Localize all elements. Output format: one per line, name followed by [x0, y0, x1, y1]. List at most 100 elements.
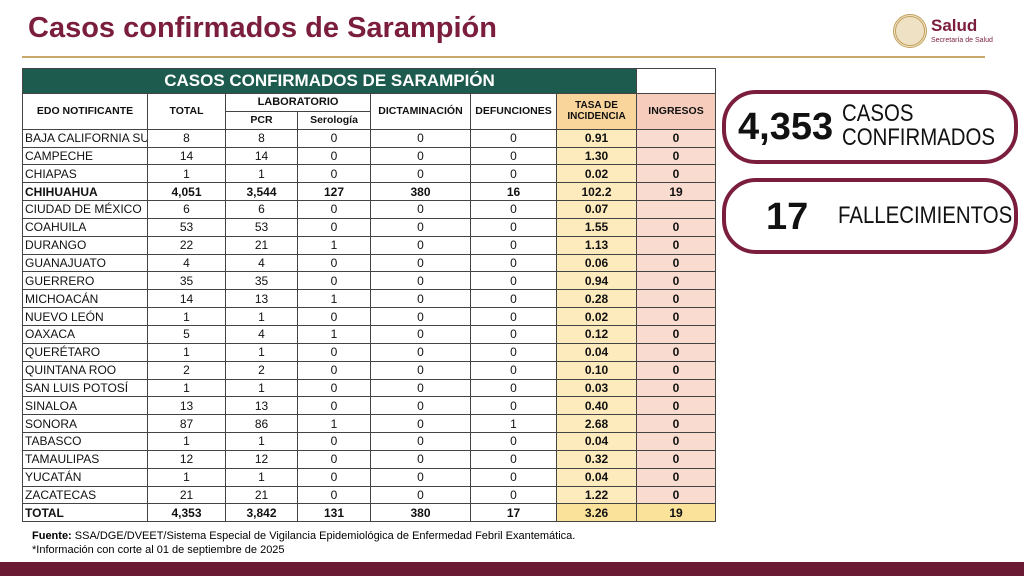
table-row: CHIAPAS 1 1 0 0 0 0.02 0 [22, 164, 717, 184]
dictamination-cell: 0 [370, 164, 471, 184]
table-row: TABASCO 1 1 0 0 0 0.04 0 [22, 432, 717, 451]
deaths-cell: 0 [470, 164, 557, 184]
dictamination-cell: 0 [370, 146, 471, 166]
dictamination-cell: 0 [370, 200, 471, 219]
serology-cell: 0 [297, 342, 371, 362]
deaths-cell: 0 [470, 146, 557, 166]
column-header: DICTAMINACIÓN [370, 93, 471, 130]
deaths-cell: 0 [470, 307, 557, 326]
dictamination-cell: 0 [370, 324, 471, 344]
state-cell: YUCATÁN [22, 467, 148, 487]
dictamination-cell: 0 [370, 360, 471, 380]
column-header: PCR [225, 110, 298, 130]
admissions-cell: 0 [636, 253, 717, 273]
incidence-rate-cell: 0.12 [555, 324, 638, 344]
incidence-rate-cell: 0.07 [555, 200, 638, 219]
deaths-cell: 17 [470, 503, 557, 523]
footer-note: *Información con corte al 01 de septiemb… [32, 544, 285, 556]
admissions-cell: 0 [636, 146, 717, 166]
total-cell: 2 [147, 360, 226, 380]
incidence-rate-cell: 0.02 [555, 164, 638, 184]
table-row: SINALOA 13 13 0 0 0 0.40 0 [22, 396, 717, 416]
serology-cell: 0 [297, 485, 371, 505]
logo-subtitle: Secretaría de Salud [931, 37, 993, 44]
dictamination-cell: 0 [370, 449, 471, 469]
table-row: QUERÉTARO 1 1 0 0 0 0.04 0 [22, 342, 717, 362]
admissions-cell: 0 [636, 289, 717, 309]
incidence-rate-cell: 102.2 [555, 182, 638, 202]
table-row: SAN LUIS POTOSÍ 1 1 0 0 0 0.03 0 [22, 378, 717, 398]
pcr-cell: 13 [225, 289, 298, 309]
state-cell: SINALOA [22, 396, 148, 416]
deaths-cell: 0 [470, 342, 557, 362]
title-rule [22, 56, 985, 58]
state-cell: TABASCO [22, 432, 148, 451]
table-row: OAXACA 5 4 1 0 0 0.12 0 [22, 324, 717, 344]
deaths-cell: 0 [470, 271, 557, 291]
logo-name: Salud [931, 16, 978, 35]
dictamination-cell: 0 [370, 128, 471, 148]
total-cell: 35 [147, 271, 226, 291]
serology-cell: 0 [297, 271, 371, 291]
total-cell: 22 [147, 235, 226, 255]
total-cell: 53 [147, 217, 226, 237]
state-cell: QUINTANA ROO [22, 360, 148, 380]
admissions-cell: 0 [636, 485, 717, 505]
column-header: INGRESOS [636, 93, 717, 130]
state-cell: CAMPECHE [22, 146, 148, 166]
incidence-rate-cell: 0.10 [555, 360, 638, 380]
state-cell: TAMAULIPAS [22, 449, 148, 469]
table-row: GUANAJUATO 4 4 0 0 0 0.06 0 [22, 253, 717, 273]
deaths-cell: 0 [470, 485, 557, 505]
state-cell: CHIAPAS [22, 164, 148, 184]
table-row: NUEVO LEÓN 1 1 0 0 0 0.02 0 [22, 307, 717, 326]
column-header: TASA DE INCIDENCIA [555, 93, 638, 130]
pcr-cell: 21 [225, 485, 298, 505]
serology-cell: 0 [297, 396, 371, 416]
serology-cell: 0 [297, 253, 371, 273]
incidence-rate-cell: 1.13 [555, 235, 638, 255]
state-cell: CIUDAD DE MÉXICO [22, 200, 148, 219]
dictamination-cell: 380 [370, 503, 471, 523]
dictamination-cell: 0 [370, 414, 471, 434]
dictamination-cell: 0 [370, 289, 471, 309]
pcr-cell: 53 [225, 217, 298, 237]
source-text: SSA/DGE/DVEET/Sistema Especial de Vigila… [74, 530, 576, 542]
dictamination-cell: 0 [370, 396, 471, 416]
serology-cell: 0 [297, 360, 371, 380]
table-row: CAMPECHE 14 14 0 0 0 1.30 0 [22, 146, 717, 166]
serology-cell: 0 [297, 200, 371, 219]
logo: Salud Secretaría de Salud [893, 14, 1003, 54]
admissions-cell: 0 [636, 324, 717, 344]
incidence-rate-cell: 1.22 [555, 485, 638, 505]
serology-cell: 1 [297, 289, 371, 309]
total-cell: 1 [147, 164, 226, 184]
deaths-cell: 0 [470, 253, 557, 273]
table-row: SONORA 87 86 1 0 1 2.68 0 [22, 414, 717, 434]
incidence-rate-cell: 0.04 [555, 342, 638, 362]
state-cell: NUEVO LEÓN [22, 307, 148, 326]
serology-cell: 1 [297, 235, 371, 255]
admissions-cell: 0 [636, 164, 717, 184]
deaths-cell: 0 [470, 324, 557, 344]
table-row: TAMAULIPAS 12 12 0 0 0 0.32 0 [22, 449, 717, 469]
serology-cell: 0 [297, 378, 371, 398]
pcr-cell: 1 [225, 307, 298, 326]
serology-cell: 0 [297, 432, 371, 451]
admissions-cell: 0 [636, 396, 717, 416]
incidence-rate-cell: 0.02 [555, 307, 638, 326]
total-cell: 21 [147, 485, 226, 505]
admissions-cell: 19 [636, 182, 717, 202]
table-body: BAJA CALIFORNIA SUR 8 8 0 0 0 0.91 0 CAMPECHE 14 1… [22, 128, 717, 523]
cases-value: 4,353 [738, 106, 834, 148]
total-cell: 1 [147, 467, 226, 487]
total-cell: 14 [147, 289, 226, 309]
serology-cell: 0 [297, 449, 371, 469]
serology-cell: 0 [297, 146, 371, 166]
header-blank [636, 68, 717, 94]
total-cell: 4,051 [147, 182, 226, 202]
logo-emblem [893, 14, 927, 48]
table-row: CIUDAD DE MÉXICO 6 6 0 0 0 0.07 [22, 200, 717, 219]
admissions-cell: 0 [636, 414, 717, 434]
deaths-cell: 0 [470, 360, 557, 380]
